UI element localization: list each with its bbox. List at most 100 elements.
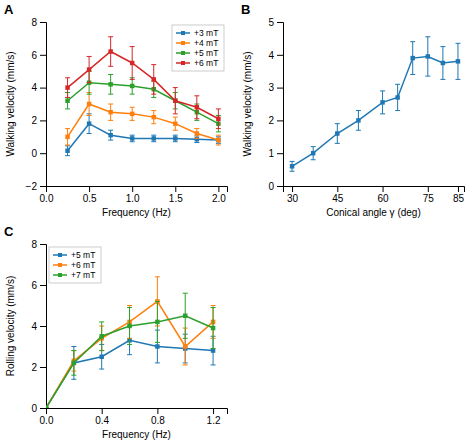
marker	[395, 95, 399, 99]
marker	[99, 334, 103, 338]
x-tick: 0.0	[40, 408, 54, 426]
y-tick-label: 5	[268, 17, 274, 28]
marker	[173, 98, 177, 102]
x-tick-label: 0.0	[40, 415, 54, 426]
y-tick-mark	[277, 153, 283, 154]
marker	[46, 406, 48, 408]
error-bar	[130, 47, 135, 80]
marker	[173, 98, 177, 102]
y-tick-label: −2	[26, 181, 38, 192]
plot: 0.00.51.01.52.0−202468+3 mT+4 mT+5 mT+6 …	[26, 17, 228, 204]
x-tick-mark	[428, 186, 429, 192]
x-tick: 85	[453, 186, 465, 204]
data-area	[65, 37, 221, 156]
y-tick-mark	[40, 120, 46, 121]
x-tick-label: 0.8	[151, 415, 165, 426]
error-bar	[455, 43, 460, 79]
x-tick-mark	[157, 408, 158, 414]
x-tick-mark	[383, 186, 384, 192]
legend-box	[49, 247, 101, 283]
error-bar	[183, 293, 188, 338]
x-tick: 0.5	[83, 186, 97, 204]
x-tick-mark	[175, 186, 176, 192]
x-axis: 0.00.51.01.52.0	[40, 186, 228, 204]
x-tick: 2.0	[212, 186, 226, 204]
y-tick-label: 2	[31, 362, 37, 373]
legend-entry: +6 mT	[53, 260, 95, 270]
marker	[311, 151, 315, 155]
marker	[65, 135, 69, 139]
marker	[108, 49, 112, 53]
y-tick: 8	[31, 17, 46, 28]
series-line	[68, 104, 219, 140]
series-line	[68, 83, 219, 124]
marker	[410, 56, 414, 60]
legend-label: +7 mT	[71, 270, 95, 280]
legend-entry: +5 mT	[176, 48, 218, 58]
legend-label: +3 mT	[194, 28, 218, 38]
y-tick-mark	[40, 285, 46, 286]
x-tick-label: 45	[332, 193, 344, 204]
y-tick: 1	[268, 148, 283, 159]
error-bar	[130, 107, 135, 120]
y-tick: 0	[31, 148, 46, 159]
x-tick-label: 30	[287, 193, 299, 204]
x-tick: 45	[332, 186, 344, 204]
y-tick-mark	[40, 186, 46, 187]
y-tick-label: 4	[268, 50, 274, 61]
error-bar	[108, 37, 113, 67]
error-bar	[71, 351, 76, 376]
legend-marker	[58, 273, 62, 277]
x-tick-label: 85	[453, 193, 465, 204]
y-axis: 02468	[31, 239, 46, 414]
y-tick: 2	[31, 362, 46, 373]
marker	[46, 406, 48, 408]
x-tick-label: 0.5	[83, 193, 97, 204]
legend-marker	[181, 31, 185, 35]
marker	[216, 138, 220, 142]
error-bar	[211, 308, 216, 349]
y-tick-mark	[277, 88, 283, 89]
error-bar	[108, 104, 113, 120]
x-tick: 0.0	[40, 186, 54, 204]
error-bar	[395, 84, 400, 110]
legend-entry: +5 mT	[53, 250, 95, 260]
marker	[335, 131, 339, 135]
error-bar	[151, 135, 156, 142]
x-tick: 1.0	[126, 186, 140, 204]
marker	[130, 61, 134, 65]
y-tick-mark	[40, 326, 46, 327]
x-tick-mark	[132, 186, 133, 192]
panel: 3045607585012345Conical angle γ (deg)Wal…	[241, 2, 465, 218]
x-tick-label: 0.0	[40, 193, 54, 204]
error-bar	[335, 124, 340, 144]
y-axis-line	[277, 23, 284, 187]
panel-title: B	[241, 2, 250, 17]
marker	[380, 100, 384, 104]
error-bar	[87, 56, 92, 82]
legend-label: +6 mT	[194, 58, 218, 68]
marker	[65, 149, 69, 153]
error-bar	[65, 78, 70, 98]
legend-label: +5 mT	[194, 48, 218, 58]
marker	[356, 118, 360, 122]
error-bar	[127, 308, 132, 345]
marker	[87, 121, 91, 125]
error-bar	[194, 129, 199, 139]
x-axis-title: Conical angle γ (deg)	[326, 207, 421, 218]
y-tick-mark	[40, 153, 46, 154]
error-bar	[173, 88, 178, 114]
marker	[72, 361, 76, 365]
x-tick-mark	[458, 186, 459, 192]
error-bar	[130, 135, 135, 142]
marker	[456, 59, 460, 63]
marker	[211, 326, 215, 330]
y-axis-line	[40, 23, 47, 187]
y-tick: 0	[268, 181, 283, 192]
error-bar	[99, 322, 104, 351]
plot: 3045607585012345	[268, 17, 464, 204]
marker	[195, 105, 199, 109]
marker	[87, 67, 91, 71]
y-tick: 2	[31, 115, 46, 126]
y-axis-title: Walking velocity (mm/s)	[5, 51, 16, 156]
